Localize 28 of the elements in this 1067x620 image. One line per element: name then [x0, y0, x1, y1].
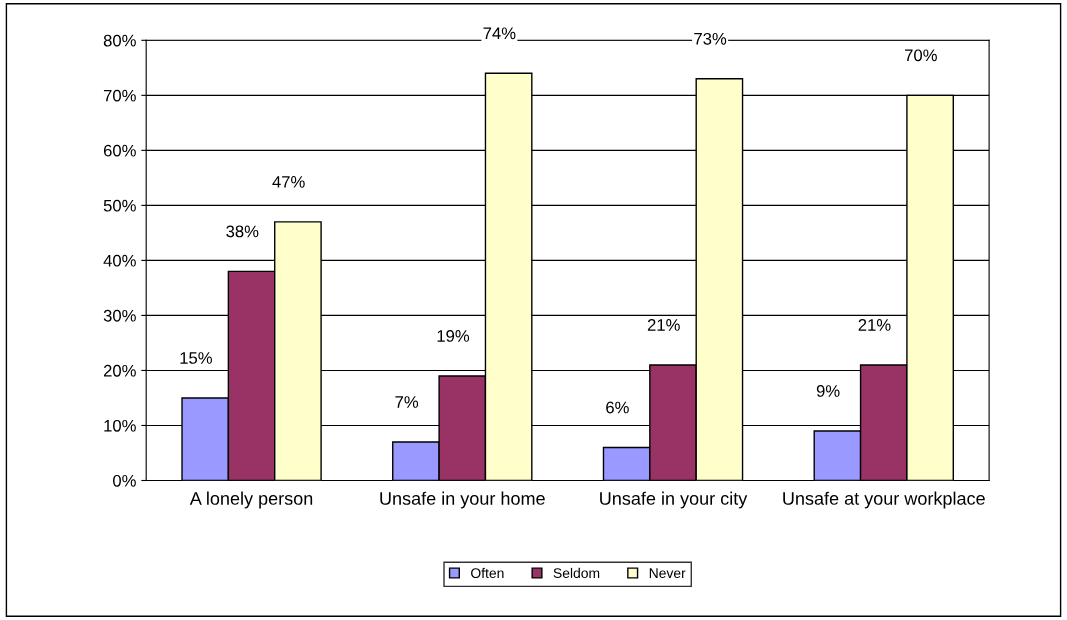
y-tick-label: 0% — [113, 474, 136, 487]
data-label: 6% — [606, 401, 629, 414]
x-tick-label: Unsafe at your workplace — [783, 491, 985, 509]
data-label: 73% — [694, 32, 727, 45]
y-tick-label: 50% — [103, 199, 136, 212]
data-label: 7% — [395, 396, 419, 408]
y-tick-label: 30% — [103, 309, 136, 322]
x-tick-label: A lonely person — [189, 491, 313, 509]
y-tick-label: 20% — [103, 364, 136, 377]
y-tick-label: 70% — [103, 89, 136, 102]
data-label: 47% — [272, 176, 305, 188]
data-label: 74% — [483, 27, 516, 40]
data-label: 15% — [180, 352, 212, 364]
data-label: 21% — [647, 319, 680, 331]
data-label: 38% — [226, 225, 259, 238]
data-label: 9% — [816, 385, 840, 397]
y-tick-label: 10% — [104, 419, 136, 432]
legend-label: Often — [471, 567, 504, 579]
legend-label: Never — [649, 568, 686, 579]
x-tick-label: Unsafe in your home — [380, 491, 545, 509]
legend-label: Seldom — [553, 567, 600, 579]
data-label: 70% — [905, 49, 937, 62]
y-tick-label: 60% — [103, 144, 136, 157]
data-label: 21% — [858, 319, 891, 331]
y-tick-label: 40% — [103, 254, 136, 267]
x-tick-label: Unsafe in your city — [600, 491, 748, 509]
y-tick-label: 80% — [103, 34, 136, 47]
data-label: 19% — [437, 330, 470, 342]
